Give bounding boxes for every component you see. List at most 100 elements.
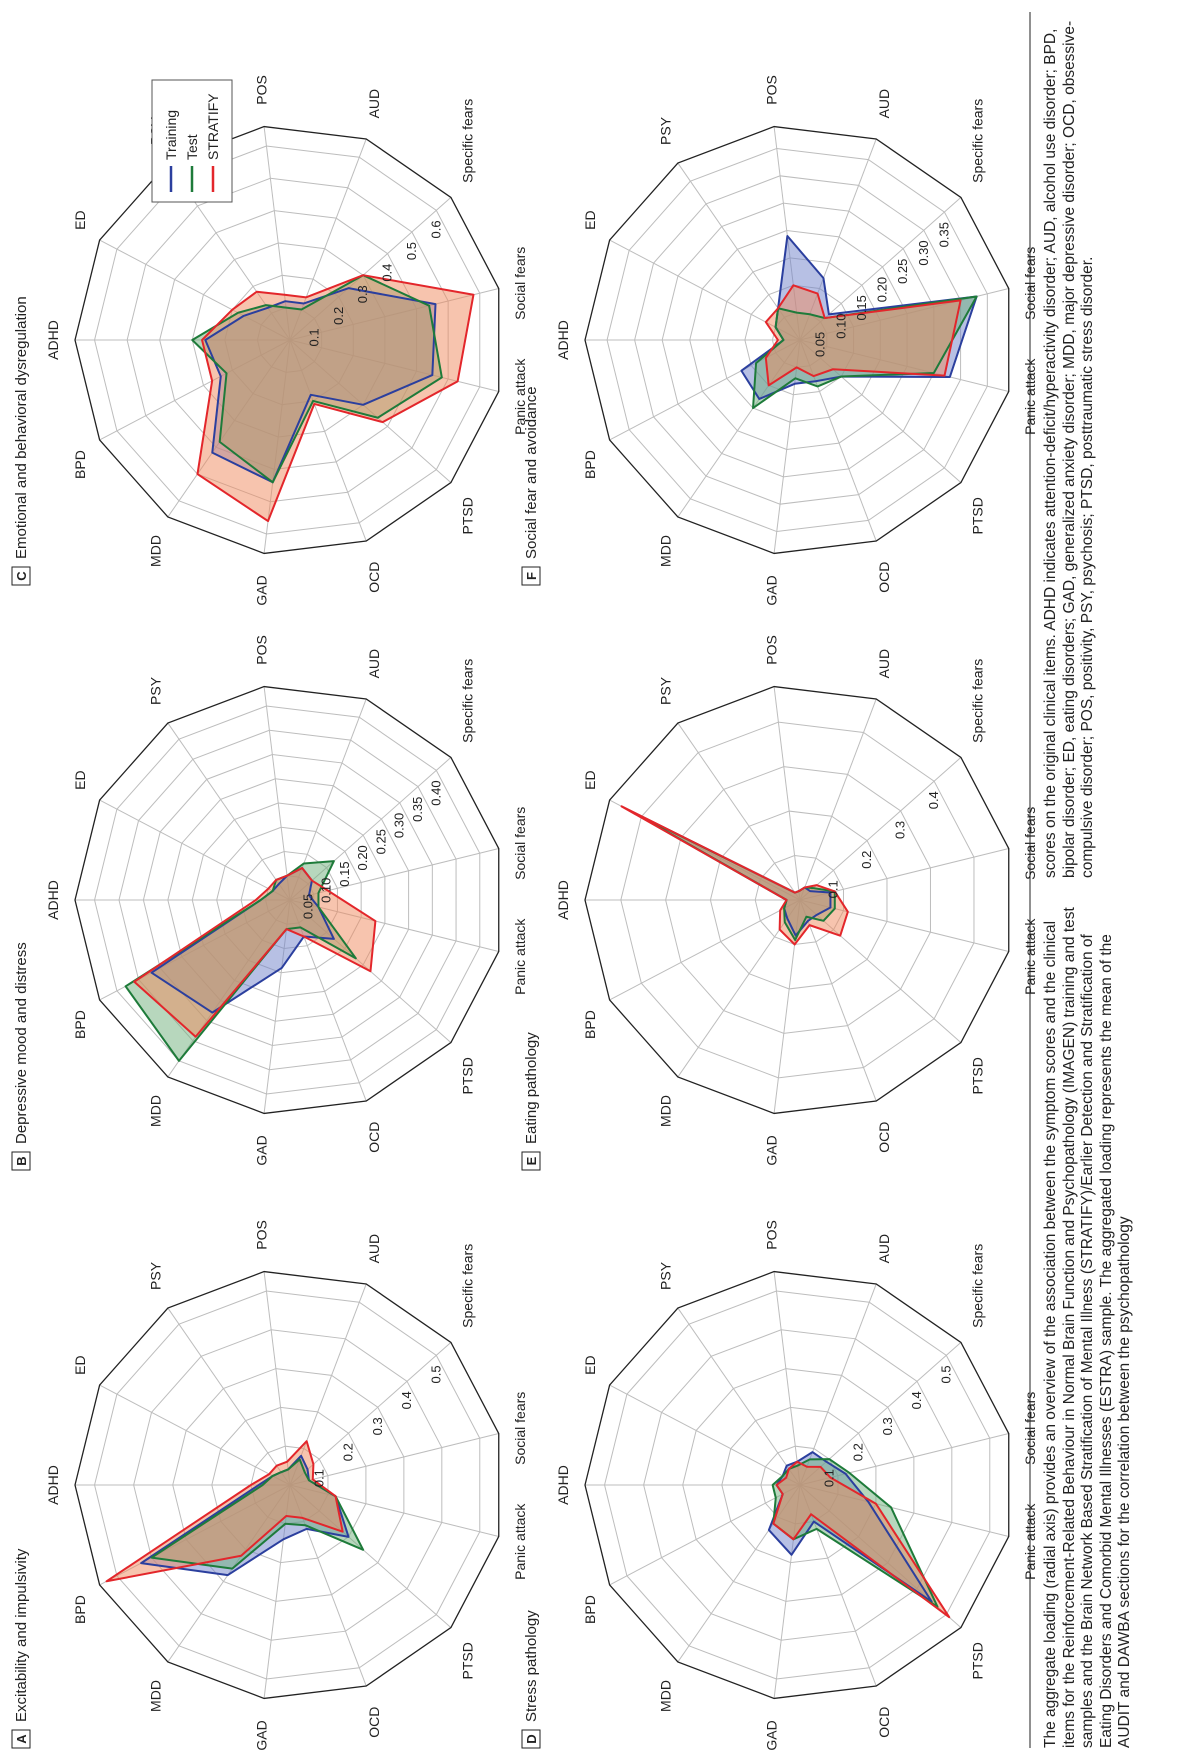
- spoke: [799, 899, 877, 1102]
- series-line-stratify: [105, 1440, 344, 1583]
- spoke: [263, 686, 291, 901]
- spoke: [167, 722, 291, 901]
- category-label-psy: PSY: [657, 676, 673, 705]
- panel-letter-box: [11, 1729, 31, 1749]
- legend: Training Test STRATIFY: [151, 79, 233, 203]
- series-area-stratify: [773, 1461, 950, 1618]
- radar-panel-a: A Excitability and impulsivity 0.1 0.2 0.3 0.…: [11, 1220, 528, 1751]
- radial-tick-label: 0.05: [813, 332, 828, 357]
- category-label-ptsd: PTSD: [459, 1642, 475, 1679]
- series-line-test: [752, 295, 978, 410]
- category-label-ocd: OCD: [366, 562, 382, 593]
- series-line-training: [767, 1451, 933, 1603]
- series-area-stratify: [765, 285, 961, 386]
- caption-left-box: The aggregate loading (radial axis) prov…: [1042, 907, 1133, 1748]
- category-label-social-fears: Social fears: [512, 247, 528, 320]
- spoke: [99, 1384, 291, 1486]
- panel-title: Depressive mood and distress: [13, 942, 30, 1144]
- radial-tick-label: 0.1: [821, 1469, 836, 1487]
- category-label-ed: ED: [72, 1355, 88, 1374]
- radial-tick-label: 0.3: [893, 821, 908, 839]
- category-label-ed: ED: [582, 1355, 598, 1374]
- category-label-bpd: BPD: [72, 1595, 88, 1624]
- radial-tick-label: 0.3: [880, 1417, 895, 1435]
- spoke: [677, 1307, 801, 1486]
- category-label-aud: AUD: [876, 1234, 892, 1264]
- radial-tick-label: 0.35: [410, 797, 425, 822]
- category-label-pos: POS: [763, 75, 779, 105]
- series-line-test: [150, 1458, 365, 1570]
- category-label-panic-attack: Panic attack: [512, 918, 528, 995]
- spoke: [677, 722, 801, 901]
- figure-content: A Excitability and impulsivity 0.1 0.2 0.3 0.…: [11, 12, 1133, 1751]
- grid-ring: [133, 1329, 443, 1641]
- radial-tick-label: 0.30: [916, 240, 931, 265]
- category-label-bpd: BPD: [582, 1010, 598, 1039]
- radial-tick-label: 0.3: [370, 1417, 385, 1435]
- category-label-bpd: BPD: [582, 450, 598, 479]
- grid-ring: [682, 1368, 915, 1602]
- category-label-specific-fears: Specific fears: [969, 659, 985, 743]
- radial-tick-label: 0.25: [895, 259, 910, 284]
- outer-frame: [584, 125, 1010, 555]
- category-label-bpd: BPD: [72, 450, 88, 479]
- category-label-specific-fears: Specific fears: [969, 99, 985, 183]
- category-label-aud: AUD: [366, 89, 382, 119]
- spoke: [609, 899, 801, 1001]
- category-label-social-fears: Social fears: [512, 807, 528, 880]
- spoke: [167, 1307, 291, 1486]
- category-label-ocd: OCD: [876, 1122, 892, 1153]
- outer-frame: [74, 1270, 500, 1700]
- radial-tick-label: 0.4: [909, 1391, 924, 1409]
- grid-ring: [709, 810, 888, 990]
- category-label-mdd: MDD: [657, 1095, 673, 1127]
- grid-ring: [94, 705, 481, 1095]
- category-label-mdd: MDD: [147, 1680, 163, 1712]
- grid-ring: [94, 1290, 481, 1680]
- legend-label-stratify: STRATIFY: [205, 93, 221, 160]
- series-line-training: [740, 235, 978, 400]
- category-label-pos: POS: [253, 1220, 269, 1250]
- category-label-ptsd: PTSD: [459, 497, 475, 534]
- category-label-aud: AUD: [876, 649, 892, 679]
- category-label-ed: ED: [72, 770, 88, 789]
- category-label-adhd: ADHD: [45, 320, 61, 360]
- radial-tick-label: 0.4: [380, 264, 395, 282]
- category-label-adhd: ADHD: [555, 1465, 571, 1505]
- category-label-pos: POS: [763, 1220, 779, 1250]
- category-label-specific-fears: Specific fears: [969, 1244, 985, 1328]
- category-label-bpd: BPD: [582, 1595, 598, 1624]
- category-label-ptsd: PTSD: [969, 497, 985, 534]
- radial-tick-label: 0.20: [875, 277, 890, 302]
- grid-ring: [142, 753, 433, 1047]
- panel-letter: B: [14, 1156, 29, 1165]
- category-label-gad: GAD: [763, 1135, 779, 1165]
- spoke: [99, 799, 291, 901]
- panel-title: Emotional and behavioral dysregulation: [13, 296, 30, 559]
- caption-right-box: scores on the original clinical items. A…: [1042, 21, 1096, 878]
- category-label-adhd: ADHD: [45, 1465, 61, 1505]
- category-label-gad: GAD: [763, 1720, 779, 1750]
- radar-panel-e: E Eating pathology 0.1 0.2 0.3 0.4 ADHD ED PSY PO…: [521, 635, 1038, 1171]
- category-label-social-fears: Social fears: [512, 1392, 528, 1465]
- category-label-specific-fears: Specific fears: [459, 99, 475, 183]
- panel-letter: C: [14, 571, 29, 581]
- legend-label-test: Test: [184, 134, 200, 160]
- panel-letter: D: [524, 1734, 539, 1743]
- radar-panel-c: C Emotional and behavioral dysregulation 0…: [11, 75, 528, 606]
- radial-tick-label: 0.2: [859, 851, 874, 869]
- radial-tick-label: 0.15: [337, 861, 352, 886]
- radial-tick-label: 0.4: [926, 791, 941, 809]
- category-label-ptsd: PTSD: [969, 1057, 985, 1094]
- grid-ring: [167, 778, 410, 1022]
- series-area-stratify: [197, 275, 474, 522]
- category-label-gad: GAD: [253, 575, 269, 605]
- category-label-gad: GAD: [253, 1720, 269, 1750]
- category-label-ptsd: PTSD: [459, 1057, 475, 1094]
- category-label-psy: PSY: [657, 116, 673, 145]
- category-label-pos: POS: [253, 635, 269, 665]
- radial-tick-label: 0.05: [300, 894, 315, 919]
- grid-ring: [606, 147, 988, 533]
- radar-panel-b: B Depressive mood and distress 0.05 0.100.1…: [11, 635, 528, 1171]
